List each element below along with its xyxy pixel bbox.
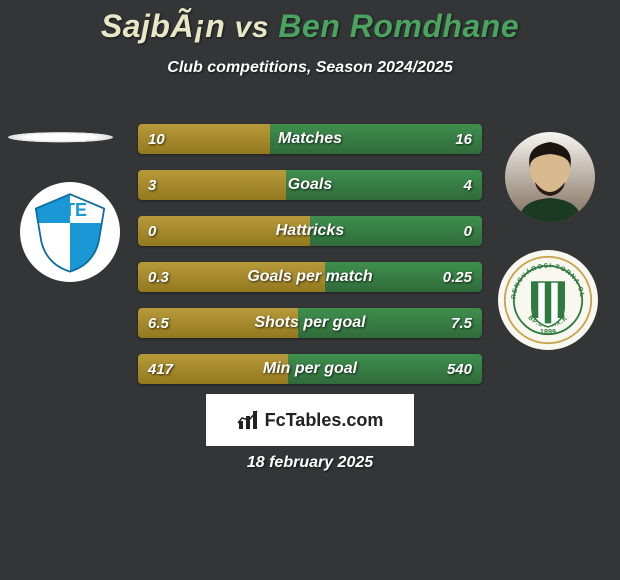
zte-crest-icon: ZTE — [25, 187, 115, 277]
bar-right-fill — [310, 216, 482, 246]
svg-text:ZTE: ZTE — [53, 200, 87, 220]
player-silhouette-icon — [505, 132, 595, 222]
bar-right-fill — [270, 124, 482, 154]
bar-right-fill — [325, 262, 482, 292]
bar-left-fill — [138, 354, 288, 384]
player2-name: Ben Romdhane — [278, 8, 519, 44]
club-badge-left: ZTE — [20, 182, 120, 282]
stat-row: Hattricks00 — [138, 216, 482, 246]
page-title: SajbÃ¡n vs Ben Romdhane — [0, 0, 620, 45]
ferencvaros-crest-icon: FERENCVÁROSI TORNA CLUB BP.EST.IX.K 1899 — [503, 255, 593, 345]
stat-row: Matches1016 — [138, 124, 482, 154]
brand-logo: FcTables.com — [206, 394, 414, 446]
stat-row: Goals34 — [138, 170, 482, 200]
player1-photo — [5, 132, 115, 142]
footer-date: 18 february 2025 — [0, 454, 620, 472]
chart-icon — [237, 409, 259, 431]
bar-left-fill — [138, 124, 270, 154]
brand-text: FcTables.com — [265, 410, 384, 431]
bar-right-fill — [298, 308, 482, 338]
title-vs: vs — [235, 11, 269, 44]
bar-right-fill — [286, 170, 482, 200]
stat-bars: Matches1016 Goals34 Hattricks00 Goals per m… — [138, 124, 482, 400]
bar-left-fill — [138, 262, 325, 292]
bar-left-fill — [138, 170, 286, 200]
stat-row: Shots per goal6.57.5 — [138, 308, 482, 338]
bar-left-fill — [138, 216, 310, 246]
subtitle: Club competitions, Season 2024/2025 — [0, 59, 620, 77]
stat-row: Goals per match0.30.25 — [138, 262, 482, 292]
svg-text:1899: 1899 — [540, 327, 556, 336]
bar-right-fill — [288, 354, 482, 384]
stat-row: Min per goal417540 — [138, 354, 482, 384]
club-badge-right: FERENCVÁROSI TORNA CLUB BP.EST.IX.K 1899 — [498, 250, 598, 350]
player2-photo — [505, 132, 595, 222]
player1-name: SajbÃ¡n — [101, 8, 225, 44]
bar-left-fill — [138, 308, 298, 338]
